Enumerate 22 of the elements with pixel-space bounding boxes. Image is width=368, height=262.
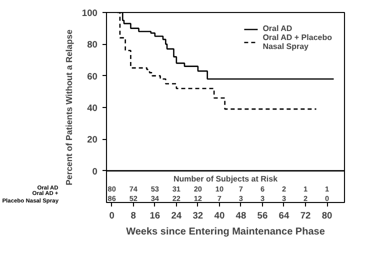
x-tick-label: 32 [192, 210, 204, 220]
y-tick-label: 40 [87, 103, 98, 113]
y-axis-title: Percent of Patients Without a Relapse [64, 29, 74, 186]
x-tick-label: 48 [236, 210, 246, 220]
x-tick-label: 64 [278, 210, 290, 220]
y-tick-label: 0 [92, 166, 98, 176]
legend-label: Oral AD [262, 24, 292, 33]
x-tick-label: 72 [300, 210, 311, 220]
x-axis-title: Weeks since Entering Maintenance Phase [126, 226, 326, 238]
legend-label: Oral AD + Placebo Nasal Spray [262, 33, 332, 51]
x-tick-label: 40 [214, 210, 225, 220]
x-tick-label: 56 [257, 210, 268, 220]
x-tick-label: 16 [150, 210, 160, 220]
x-tick-label: 0 [109, 210, 114, 220]
x-tick-label: 24 [171, 210, 182, 220]
annotation: Number of Subjects at Risk [173, 174, 278, 184]
y-tick-label: 100 [82, 8, 98, 18]
y-tick-label: 80 [87, 40, 98, 50]
y-tick-label: 20 [87, 134, 98, 145]
x-tick-label: 80 [322, 210, 332, 220]
y-tick-label: 60 [87, 71, 98, 82]
x-tick-label: 8 [130, 210, 136, 220]
